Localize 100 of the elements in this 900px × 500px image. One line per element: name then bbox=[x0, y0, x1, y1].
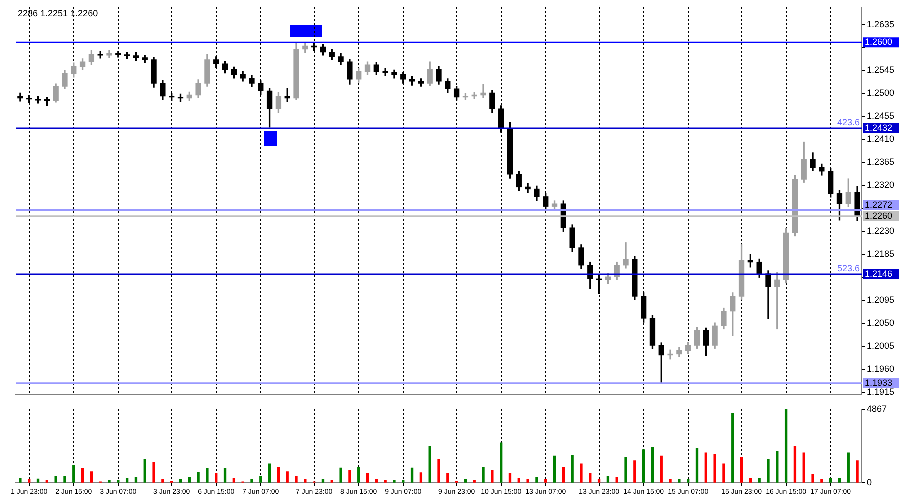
bar bbox=[322, 480, 325, 483]
bar bbox=[384, 480, 387, 483]
bar bbox=[838, 478, 842, 483]
candlestick bbox=[623, 242, 629, 269]
bar bbox=[464, 480, 468, 483]
bar bbox=[473, 480, 476, 483]
bar bbox=[500, 442, 503, 483]
bar bbox=[624, 458, 628, 483]
bar bbox=[295, 476, 298, 483]
bar bbox=[144, 459, 146, 483]
y-tick-label: 1.2185 bbox=[867, 249, 895, 260]
bar bbox=[358, 466, 360, 483]
bar bbox=[268, 464, 272, 483]
bar bbox=[598, 480, 601, 483]
bar bbox=[616, 477, 618, 483]
ref-line-label: 1.2432 bbox=[865, 122, 893, 133]
bar bbox=[589, 473, 592, 483]
bar bbox=[732, 413, 734, 483]
bar bbox=[108, 480, 111, 483]
bar bbox=[152, 462, 156, 483]
bar bbox=[420, 472, 423, 483]
bar bbox=[847, 452, 850, 483]
bar bbox=[678, 480, 681, 483]
bar bbox=[660, 456, 663, 483]
bar bbox=[126, 478, 129, 483]
bar bbox=[250, 480, 254, 483]
bar bbox=[72, 465, 76, 483]
bar bbox=[197, 472, 200, 483]
bar bbox=[794, 446, 797, 483]
bar bbox=[402, 480, 405, 483]
y-tick-label: 1.2050 bbox=[867, 318, 895, 328]
bar bbox=[46, 480, 48, 483]
bar bbox=[767, 459, 770, 483]
bar bbox=[232, 478, 236, 483]
y-tick-label: 1.2500 bbox=[867, 88, 895, 98]
bar bbox=[562, 466, 566, 483]
bar bbox=[482, 466, 485, 483]
bar bbox=[722, 464, 726, 483]
bar bbox=[669, 480, 672, 483]
bar bbox=[714, 454, 716, 483]
bar bbox=[544, 480, 548, 483]
bar bbox=[179, 479, 182, 483]
bar bbox=[117, 480, 120, 483]
bar bbox=[606, 476, 610, 483]
annotation: 523.6 bbox=[837, 264, 860, 274]
candlestick bbox=[480, 84, 486, 98]
bar bbox=[366, 473, 370, 483]
y-tick-label: 1.2545 bbox=[867, 65, 895, 76]
bar bbox=[446, 473, 450, 483]
y-tick-label: 1.1960 bbox=[867, 364, 895, 374]
y-tick-label: 1.2230 bbox=[867, 226, 895, 236]
bar bbox=[536, 477, 538, 483]
bar bbox=[188, 477, 191, 483]
bar bbox=[134, 477, 138, 483]
bar bbox=[776, 451, 779, 483]
y-tick-label: 1.2095 bbox=[867, 295, 895, 306]
y-tick-label: 1.2410 bbox=[867, 134, 895, 144]
y-tick-label: 1.2455 bbox=[867, 111, 895, 122]
ref-line-label: 1.1933 bbox=[865, 378, 893, 388]
y-tick-label: 1.2320 bbox=[867, 180, 895, 190]
y-tick-label: 1.2365 bbox=[867, 157, 895, 168]
bar bbox=[812, 474, 814, 483]
bar bbox=[820, 480, 824, 483]
bar bbox=[704, 452, 708, 483]
bar bbox=[215, 473, 218, 483]
bar bbox=[224, 468, 227, 483]
annotation: 2286 1.2251 1.2260 bbox=[18, 8, 98, 18]
bar bbox=[375, 480, 378, 483]
bar bbox=[749, 478, 752, 483]
bar bbox=[696, 448, 699, 483]
bar bbox=[428, 446, 432, 483]
bar bbox=[508, 473, 512, 483]
annotation: 423.6 bbox=[837, 117, 860, 128]
bar bbox=[438, 459, 440, 483]
bar bbox=[687, 480, 690, 483]
bar bbox=[553, 456, 556, 483]
bar bbox=[491, 470, 494, 483]
bar bbox=[526, 480, 530, 483]
bar bbox=[856, 460, 859, 483]
bar bbox=[802, 452, 806, 483]
bar bbox=[64, 476, 66, 483]
candlestick bbox=[382, 68, 388, 76]
bar bbox=[642, 450, 646, 483]
bar bbox=[286, 472, 289, 483]
bar bbox=[90, 472, 94, 483]
bar bbox=[518, 478, 520, 483]
y-tick-label: 1.2005 bbox=[867, 341, 895, 352]
bar bbox=[54, 476, 58, 483]
bar bbox=[651, 447, 654, 483]
bar bbox=[162, 480, 164, 483]
bar bbox=[330, 480, 334, 483]
bar bbox=[830, 478, 832, 483]
bar bbox=[206, 468, 209, 483]
bar bbox=[81, 468, 84, 483]
bar bbox=[340, 468, 342, 483]
bar bbox=[393, 480, 396, 483]
y-tick-label: 1.1915 bbox=[867, 387, 895, 398]
bar bbox=[634, 460, 636, 483]
bar bbox=[36, 478, 40, 483]
ref-line-label: 1.2600 bbox=[865, 37, 893, 48]
